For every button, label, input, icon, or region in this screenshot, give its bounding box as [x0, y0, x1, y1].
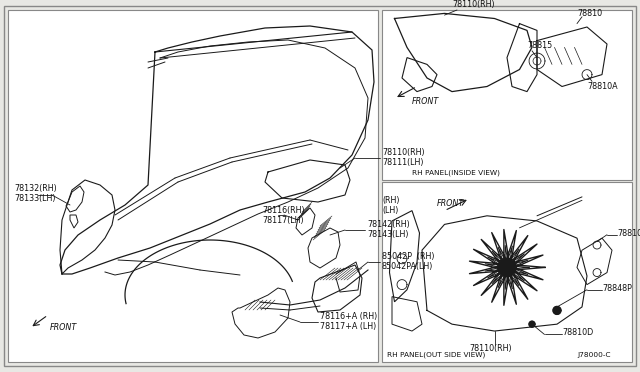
Text: 78111(LH): 78111(LH) [382, 158, 424, 167]
Text: 78810A: 78810A [587, 82, 618, 91]
Text: 78848P: 78848P [602, 283, 632, 292]
Text: 78143(LH): 78143(LH) [367, 231, 408, 240]
Text: FRONT: FRONT [437, 199, 464, 208]
Text: 78117+A (LH): 78117+A (LH) [320, 323, 376, 331]
Text: 78810D: 78810D [562, 328, 593, 337]
Polygon shape [553, 307, 561, 314]
Text: 78110(RH): 78110(RH) [470, 344, 512, 353]
Text: (RH): (RH) [382, 196, 399, 205]
Text: 78116(RH): 78116(RH) [262, 205, 305, 215]
Text: 78110(RH): 78110(RH) [452, 0, 495, 9]
Text: 78810D: 78810D [617, 228, 640, 237]
Text: (LH): (LH) [382, 205, 398, 215]
Text: 78110(RH): 78110(RH) [382, 148, 424, 157]
Text: 85042PA(LH): 85042PA(LH) [382, 263, 433, 272]
Text: FRONT: FRONT [412, 97, 439, 106]
Text: 78142(RH): 78142(RH) [367, 221, 410, 230]
Text: RH PANEL(OUT SIDE VIEW): RH PANEL(OUT SIDE VIEW) [387, 352, 485, 358]
Bar [382, 182, 632, 362]
Bar [382, 10, 632, 180]
Text: J78000-C: J78000-C [577, 352, 611, 358]
Text: 78116+A (RH): 78116+A (RH) [320, 312, 377, 321]
Text: 78815: 78815 [527, 41, 552, 50]
Text: RH PANEL(INSIDE VIEW): RH PANEL(INSIDE VIEW) [412, 170, 500, 176]
Text: 78810: 78810 [577, 9, 602, 18]
Polygon shape [529, 321, 535, 327]
Text: 78132(RH): 78132(RH) [14, 183, 57, 192]
Text: 78133(LH): 78133(LH) [14, 193, 56, 202]
Text: FRONT: FRONT [50, 324, 77, 333]
Bar [8, 10, 378, 362]
Text: 85042P  (RH): 85042P (RH) [382, 253, 435, 262]
Text: 78117(LH): 78117(LH) [262, 215, 303, 224]
